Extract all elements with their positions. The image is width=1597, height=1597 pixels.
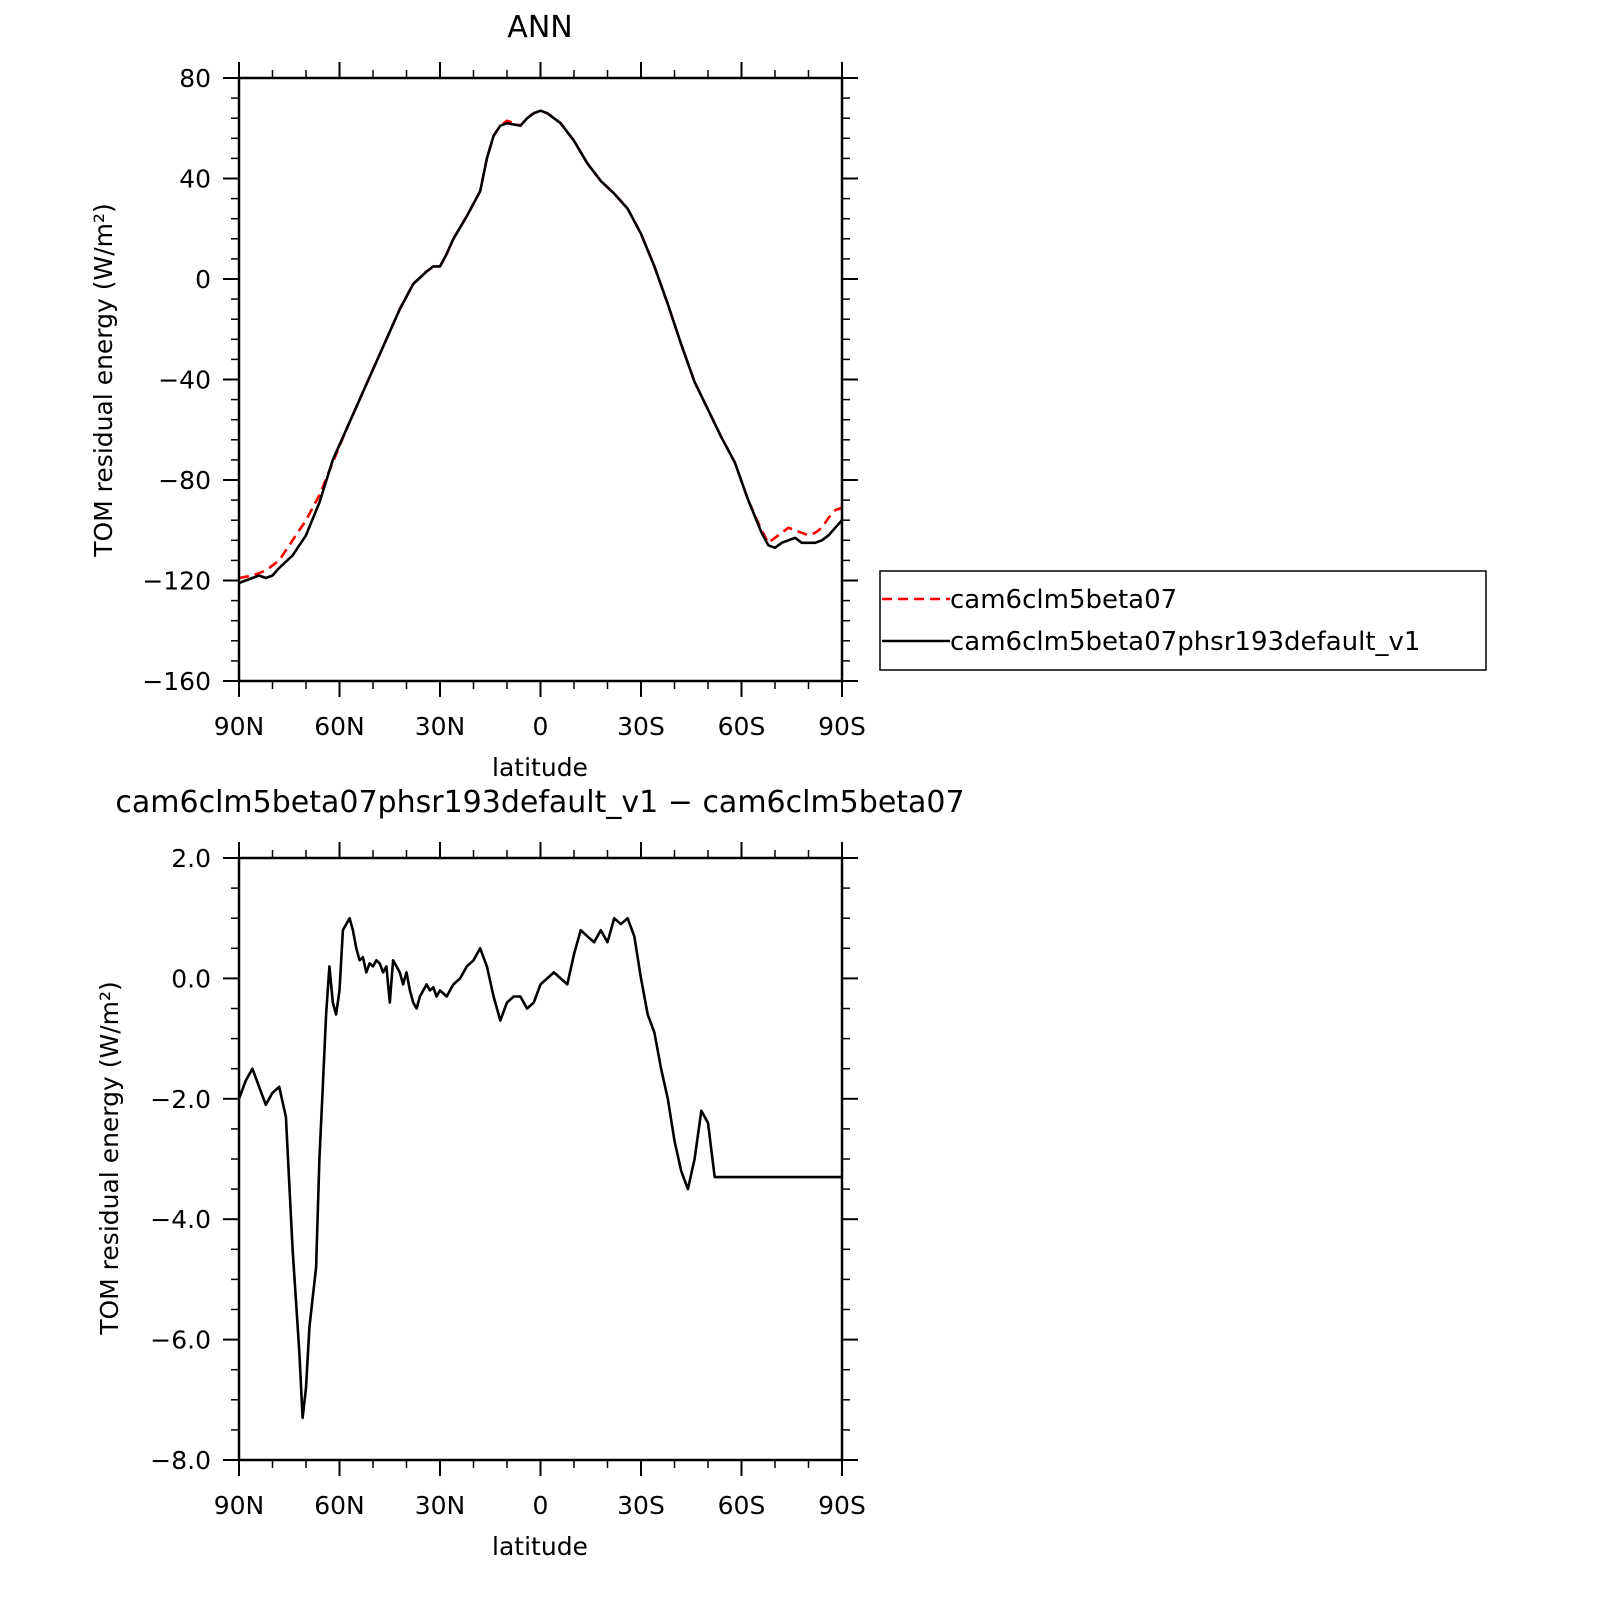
legend-box: [879, 570, 1487, 671]
y-tick-label: −40: [158, 366, 211, 395]
x-tick-label: 30N: [415, 1491, 466, 1520]
x-tick-label: 90S: [818, 1491, 866, 1520]
y-tick-label: −6.0: [150, 1326, 211, 1355]
y-tick-label: −80: [158, 466, 211, 495]
y-tick-label: −120: [142, 567, 211, 596]
x-tick-label: 0: [533, 712, 549, 741]
chart-title: cam6clm5beta07phsr193default_v1 − cam6cl…: [115, 785, 964, 820]
y-tick-label: −8.0: [150, 1446, 211, 1475]
y-axis-label: TOM residual energy (W/m²): [95, 981, 124, 1336]
legend-label-0: cam6clm5beta07: [950, 585, 1177, 615]
x-tick-label: 0: [533, 1491, 549, 1520]
series-line: [238, 109, 843, 585]
x-axis-label: latitude: [492, 1532, 588, 1561]
x-tick-label: 90N: [214, 1491, 265, 1520]
y-tick-label: 0: [195, 265, 211, 294]
x-tick-label: 60N: [314, 712, 365, 741]
series-group: [237, 916, 842, 1420]
legend-label-1: cam6clm5beta07phsr193default_v1: [950, 627, 1420, 657]
y-tick-label: 80: [179, 64, 211, 93]
y-tick-label: −4.0: [150, 1205, 211, 1234]
x-tick-label: 30S: [617, 712, 665, 741]
x-tick-label: 90N: [214, 712, 265, 741]
legend: cam6clm5beta07 cam6clm5beta07phsr193defa…: [879, 570, 1487, 671]
series-line: [237, 916, 842, 1420]
x-tick-label: 60S: [718, 712, 766, 741]
x-axis-label: latitude: [492, 753, 588, 782]
plot-frame: [237, 76, 844, 683]
tick-group: 90N 60N 30N 0 30S 60S 90S 2.0 0.0 −2.0 −4.0 −6.0 −8.…: [150, 842, 866, 1520]
plot-frame: [237, 856, 844, 1462]
x-tick-label: 60S: [718, 1491, 766, 1520]
chart-title: ANN: [507, 10, 572, 45]
y-tick-label: 40: [179, 165, 211, 194]
x-tick-label: 30N: [415, 712, 466, 741]
y-axis-label: TOM residual energy (W/m²): [89, 203, 118, 558]
y-tick-label: 0.0: [171, 964, 211, 993]
y-tick-label: −160: [142, 667, 211, 696]
chart-top: ANN TOM residual energy (W/m²) latitude …: [89, 10, 866, 782]
tick-group: 90N 60N 30N 0 30S 60S 90S 80 40 0 −40 −80 −120 −160: [142, 62, 866, 741]
x-tick-label: 90S: [818, 712, 866, 741]
series-group: [238, 109, 843, 585]
x-tick-label: 60N: [314, 1491, 365, 1520]
y-tick-label: 2.0: [171, 844, 211, 873]
x-tick-label: 30S: [617, 1491, 665, 1520]
y-tick-label: −2.0: [150, 1085, 211, 1114]
chart-bottom: cam6clm5beta07phsr193default_v1 − cam6cl…: [95, 785, 965, 1561]
